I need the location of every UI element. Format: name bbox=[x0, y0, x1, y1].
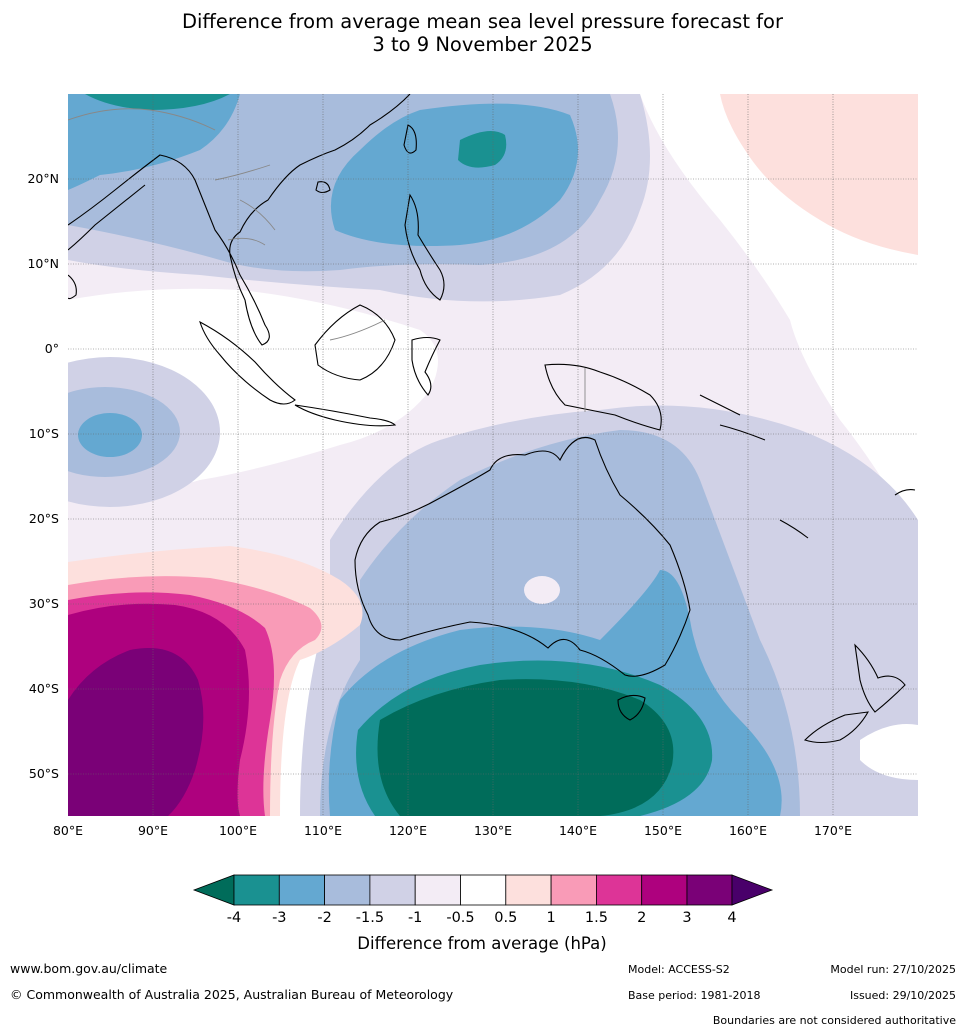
coastline-australia bbox=[354, 436, 691, 677]
footer-issued: Issued: 29/10/2025 bbox=[849, 989, 956, 1002]
colorbar-tick-5: -1 bbox=[408, 910, 422, 926]
border-himalaya bbox=[68, 108, 216, 131]
colorbar-tick-9: 1.5 bbox=[585, 910, 608, 926]
colorbar-tick-3: -2 bbox=[317, 910, 331, 926]
colorbar-tick-12: 4 bbox=[727, 910, 736, 926]
anomaly-south-4 bbox=[377, 679, 674, 816]
title-line-2: 3 to 9 November 2025 bbox=[372, 33, 593, 56]
border-indochina bbox=[214, 164, 276, 246]
footer-model-run: Model run: 27/10/2025 bbox=[830, 963, 956, 976]
colorbar-tick-7: 0.5 bbox=[494, 910, 517, 926]
colorbar-tick-6: -0.5 bbox=[446, 910, 474, 926]
lon-label-130e: 130°E bbox=[474, 823, 512, 838]
colorbar-swatch-9 bbox=[596, 874, 643, 906]
coastline-new-caledonia bbox=[779, 519, 809, 539]
coastline-taiwan bbox=[403, 124, 417, 154]
border-borneo bbox=[329, 319, 386, 341]
lon-label-160e: 160°E bbox=[729, 823, 767, 838]
coastline-sumatra bbox=[199, 320, 296, 405]
lat-label-10n: 10°N bbox=[27, 256, 59, 271]
footer-copyright: © Commonwealth of Australia 2025, Austra… bbox=[10, 987, 454, 1002]
latitude-labels: 20°N 10°N 0° 10°S 20°S 30°S 40°S 50°S bbox=[27, 171, 59, 781]
colorbar-tick-4: -1.5 bbox=[356, 910, 384, 926]
coastline-asia-mainland bbox=[68, 94, 411, 346]
colorbar-swatch-7 bbox=[505, 874, 552, 906]
longitude-labels: 80°E 90°E 100°E 110°E 120°E 130°E 140°E … bbox=[53, 823, 852, 838]
colorbar-swatch-5 bbox=[414, 874, 461, 906]
map-title: Difference from average mean sea level p… bbox=[0, 10, 965, 56]
anomaly-indian-low-2 bbox=[78, 413, 142, 457]
coastline-hainan bbox=[315, 181, 331, 194]
colorbar-swatch-4 bbox=[369, 874, 416, 906]
lon-label-140e: 140°E bbox=[559, 823, 597, 838]
coastline-solomons bbox=[699, 394, 766, 441]
colorbar-extend-high bbox=[731, 874, 774, 906]
graticule bbox=[68, 94, 918, 816]
colorbar-swatch-2 bbox=[278, 874, 325, 906]
colorbar-extend-low bbox=[192, 874, 235, 906]
coastline-new-guinea bbox=[544, 363, 662, 431]
colorbar bbox=[192, 874, 774, 906]
lat-label-10s: 10°S bbox=[29, 426, 59, 441]
colorbar-swatch-11 bbox=[686, 874, 733, 906]
coastline-sulawesi bbox=[411, 336, 441, 396]
lon-label-100e: 100°E bbox=[219, 823, 257, 838]
colorbar-swatch-3 bbox=[324, 874, 371, 906]
coastline-tasmania bbox=[617, 694, 646, 721]
footer-model: Model: ACCESS-S2 bbox=[628, 963, 730, 976]
anomaly-nz-pocket bbox=[860, 724, 918, 780]
coastline-new-zealand-south bbox=[803, 711, 870, 744]
footer-website: www.bom.gov.au/climate bbox=[10, 961, 168, 976]
colorbar-tick-2: -3 bbox=[272, 910, 286, 926]
anomaly-high-3 bbox=[68, 648, 204, 816]
map-plot-area bbox=[68, 94, 918, 816]
coastline-philippines bbox=[404, 193, 445, 301]
lat-label-30s: 30°S bbox=[29, 596, 59, 611]
anomaly-south-pocket bbox=[524, 576, 560, 604]
lon-label-110e: 110°E bbox=[304, 823, 342, 838]
colorbar-swatch-8 bbox=[550, 874, 597, 906]
lon-label-90e: 90°E bbox=[138, 823, 168, 838]
colorbar-title: Difference from average (hPa) bbox=[357, 934, 606, 953]
coastline-india-east bbox=[68, 184, 146, 251]
country-borders bbox=[68, 108, 586, 412]
coastline-new-zealand-north bbox=[854, 643, 906, 713]
anomaly-north-3 bbox=[458, 131, 507, 168]
coastline-sri-lanka bbox=[68, 274, 77, 300]
anomaly-north-3b bbox=[85, 94, 230, 110]
lon-label-120e: 120°E bbox=[389, 823, 427, 838]
lat-label-20s: 20°S bbox=[29, 511, 59, 526]
coastline-fiji bbox=[894, 489, 916, 496]
anomaly-north-2 bbox=[68, 94, 240, 190]
colorbar-tick-10: 2 bbox=[637, 910, 646, 926]
anomaly-positive-ne bbox=[720, 94, 918, 255]
lon-label-150e: 150°E bbox=[644, 823, 682, 838]
colorbar-tick-11: 3 bbox=[682, 910, 691, 926]
lat-label-50s: 50°S bbox=[29, 766, 59, 781]
coastline-borneo bbox=[314, 304, 396, 381]
lat-label-40s: 40°S bbox=[29, 681, 59, 696]
colorbar-swatch-1 bbox=[233, 874, 280, 906]
coastline-java bbox=[294, 404, 397, 427]
footer-disclaimer: Boundaries are not considered authoritat… bbox=[712, 1014, 956, 1027]
colorbar-swatch-6 bbox=[460, 874, 507, 906]
colorbar-ticks: -4 -3 -2 -1.5 -1 -0.5 0.5 1 1.5 2 3 4 bbox=[227, 910, 737, 926]
lon-label-80e: 80°E bbox=[53, 823, 83, 838]
lon-label-170e: 170°E bbox=[814, 823, 852, 838]
coastlines bbox=[68, 94, 916, 744]
anomaly-north-2b bbox=[330, 103, 578, 246]
lat-label-0: 0° bbox=[45, 341, 59, 356]
colorbar-tick-8: 1 bbox=[546, 910, 555, 926]
colorbar-swatch-10 bbox=[641, 874, 688, 906]
lat-label-20n: 20°N bbox=[27, 171, 59, 186]
footer-base-period: Base period: 1981-2018 bbox=[628, 989, 761, 1002]
title-line-1: Difference from average mean sea level p… bbox=[182, 10, 783, 33]
colorbar-tick-1: -4 bbox=[227, 910, 241, 926]
